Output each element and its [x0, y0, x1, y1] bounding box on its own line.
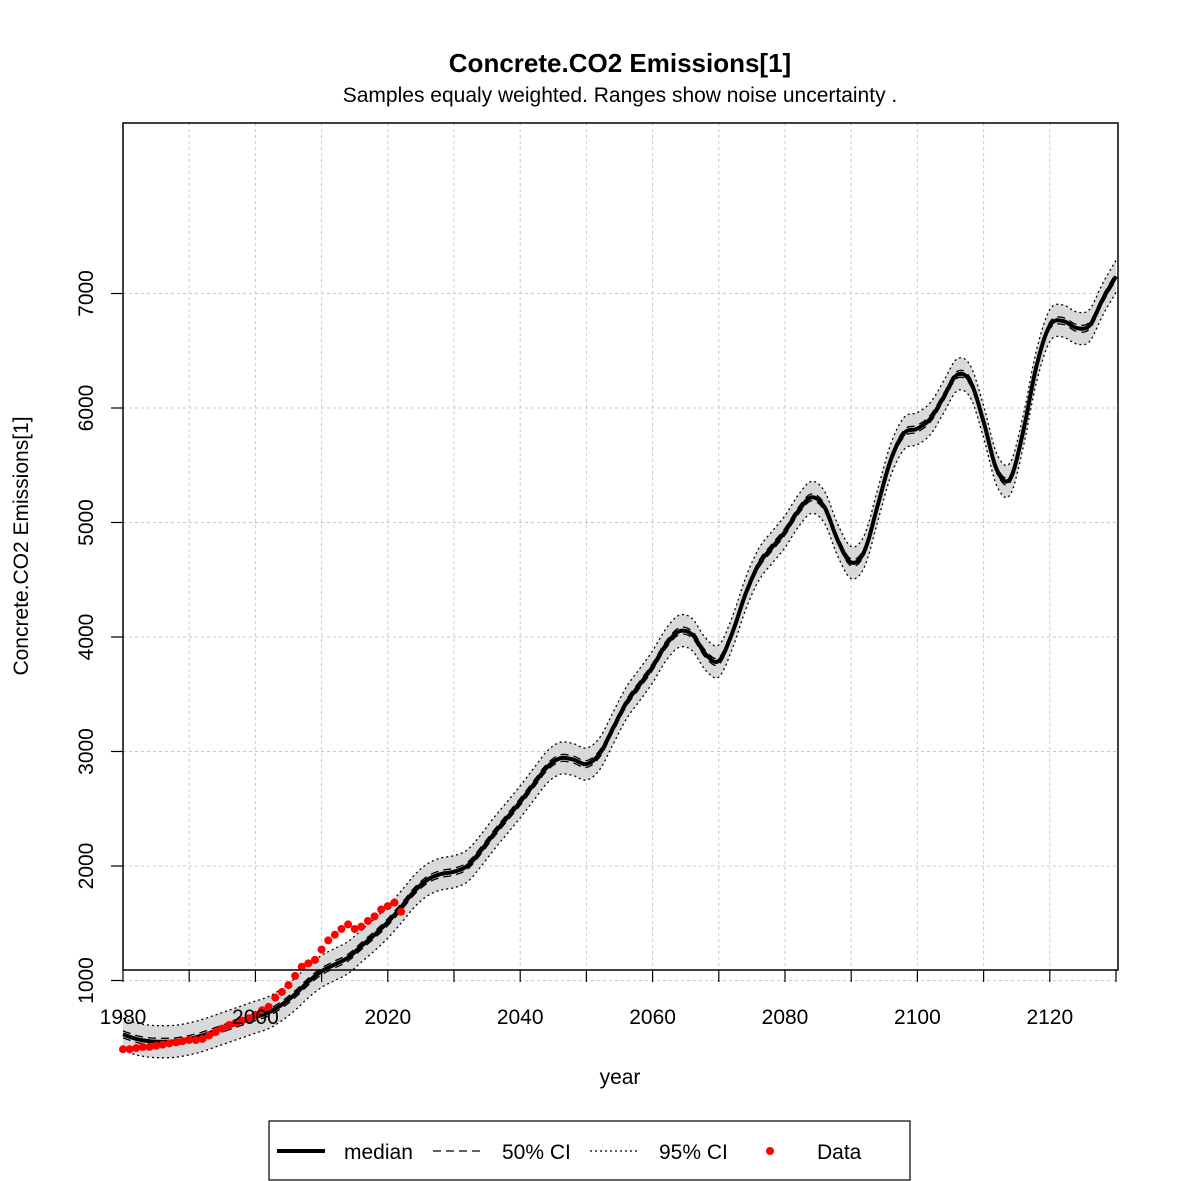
x-tick-label: 2020	[364, 1006, 411, 1029]
data-point	[218, 1024, 227, 1033]
data-point	[390, 898, 399, 907]
data-point	[377, 905, 386, 914]
legend-data-swatch	[766, 1147, 774, 1155]
x-tick-label: 1980	[100, 1006, 147, 1029]
chart-title: Concrete.CO2 Emissions[1]	[449, 48, 791, 78]
data-point	[350, 924, 359, 933]
data-point	[119, 1045, 127, 1054]
data-point	[337, 924, 346, 933]
y-tick-label: 2000	[75, 843, 98, 890]
data-point	[383, 902, 392, 911]
y-tick-label: 3000	[75, 728, 98, 775]
data-point	[284, 981, 293, 990]
data-point	[191, 1036, 200, 1045]
x-tick-label: 2080	[762, 1006, 809, 1029]
legend: median 50% CI 95% CI Data	[268, 1120, 911, 1181]
ci95-lower-line	[122, 292, 1117, 1059]
x-axis-label: year	[600, 1066, 641, 1089]
x-tick-label: 2120	[1026, 1006, 1073, 1029]
legend-data-label: Data	[817, 1141, 862, 1164]
data-point	[152, 1041, 161, 1050]
x-tick-label: 2100	[894, 1006, 941, 1029]
data-point	[171, 1038, 180, 1047]
data-point	[145, 1042, 154, 1051]
data-point	[138, 1042, 147, 1051]
data-point	[291, 971, 300, 980]
grid-lines	[123, 123, 1118, 981]
data-point	[370, 912, 379, 921]
data-point	[344, 920, 353, 929]
data-point	[205, 1031, 214, 1040]
data-point	[125, 1045, 134, 1054]
legend-median-label: median	[344, 1141, 413, 1164]
data-point	[244, 1014, 253, 1023]
data-point	[297, 962, 306, 971]
data-point	[304, 959, 313, 968]
y-tick-label: 6000	[75, 385, 98, 432]
x-tick-label: 2040	[497, 1006, 544, 1029]
data-point	[231, 1018, 240, 1027]
data-point	[178, 1037, 187, 1046]
y-tick-label: 7000	[75, 270, 98, 317]
series-lines	[122, 259, 1118, 1059]
data-point	[330, 930, 339, 939]
y-tick-label: 5000	[75, 499, 98, 546]
data-points	[119, 898, 406, 1054]
y-tick-label: 4000	[75, 614, 98, 661]
legend-box	[268, 1120, 911, 1181]
x-tick-label: 2000	[232, 1006, 279, 1029]
plot-frame	[122, 122, 1119, 971]
ci50-lower-line	[122, 279, 1117, 1046]
data-point	[277, 987, 286, 996]
data-point	[317, 945, 326, 954]
data-point	[264, 1002, 273, 1011]
data-point	[357, 922, 366, 931]
y-tick-label: 1000	[75, 957, 98, 1004]
data-point	[185, 1036, 194, 1045]
data-point	[258, 1006, 267, 1015]
data-point	[158, 1040, 167, 1049]
legend-ci95-label: 95% CI	[659, 1141, 728, 1164]
legend-ci50-label: 50% CI	[502, 1141, 571, 1164]
data-point	[198, 1034, 207, 1043]
x-axis: 1980 2000 2020 2040 2060 2080 2100 2120	[100, 970, 1117, 1029]
x-tick-label: 2060	[629, 1006, 676, 1029]
data-point	[397, 907, 406, 916]
data-point	[165, 1039, 174, 1048]
data-point	[238, 1016, 247, 1025]
data-point	[251, 1010, 260, 1019]
ci95-upper-line	[122, 259, 1117, 1027]
data-point	[271, 993, 280, 1002]
data-point	[363, 916, 372, 925]
y-axis-label: Concrete.CO2 Emissions[1]	[10, 416, 33, 675]
data-point	[310, 955, 319, 964]
data-point	[132, 1044, 141, 1053]
y-axis: 1000 2000 3000 4000 5000 6000 7000	[75, 270, 123, 1004]
data-point	[224, 1021, 233, 1030]
median-line	[122, 275, 1118, 1044]
chart-subtitle: Samples equaly weighted. Ranges show noi…	[343, 84, 898, 107]
data-point	[324, 936, 333, 945]
data-point	[211, 1028, 220, 1037]
